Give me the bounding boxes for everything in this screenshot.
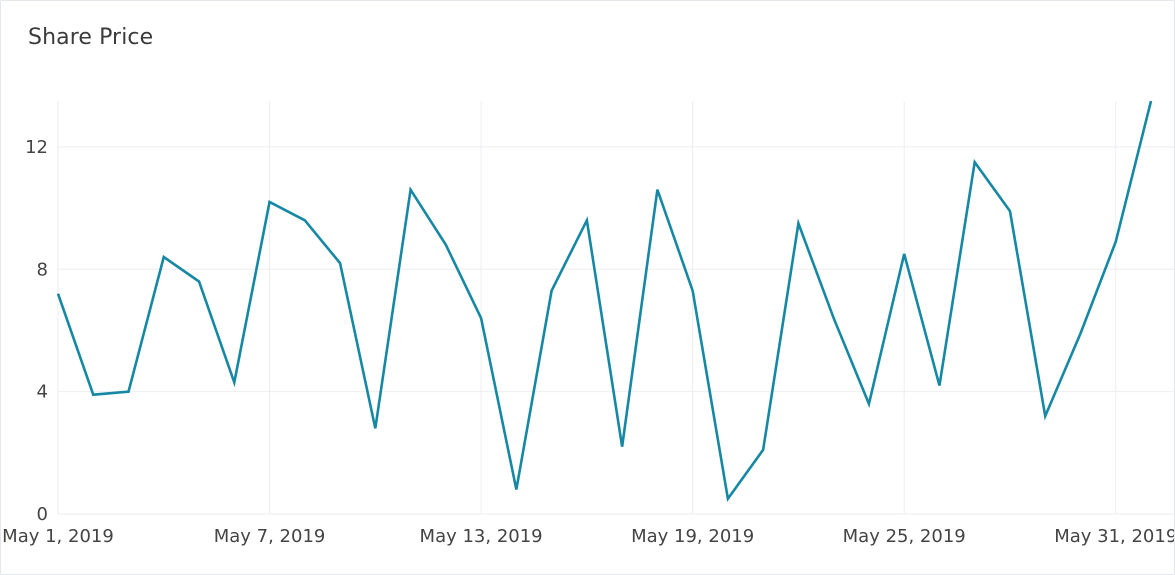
- x-tick-label: May 7, 2019: [214, 526, 326, 547]
- y-tick-label: 8: [37, 259, 48, 280]
- chart-title: Share Price: [28, 25, 154, 50]
- x-tick-label: May 1, 2019: [2, 526, 114, 547]
- series-line: [56, 100, 1153, 502]
- x-tick-label: May 25, 2019: [843, 526, 966, 547]
- y-tick-label: 4: [37, 382, 48, 403]
- x-tick-label: May 31, 2019: [1054, 526, 1175, 547]
- x-tick-label: May 19, 2019: [631, 526, 754, 547]
- y-tick-label: 12: [25, 137, 48, 158]
- x-tick-label: May 13, 2019: [420, 526, 543, 547]
- y-tick-label: 0: [37, 504, 48, 525]
